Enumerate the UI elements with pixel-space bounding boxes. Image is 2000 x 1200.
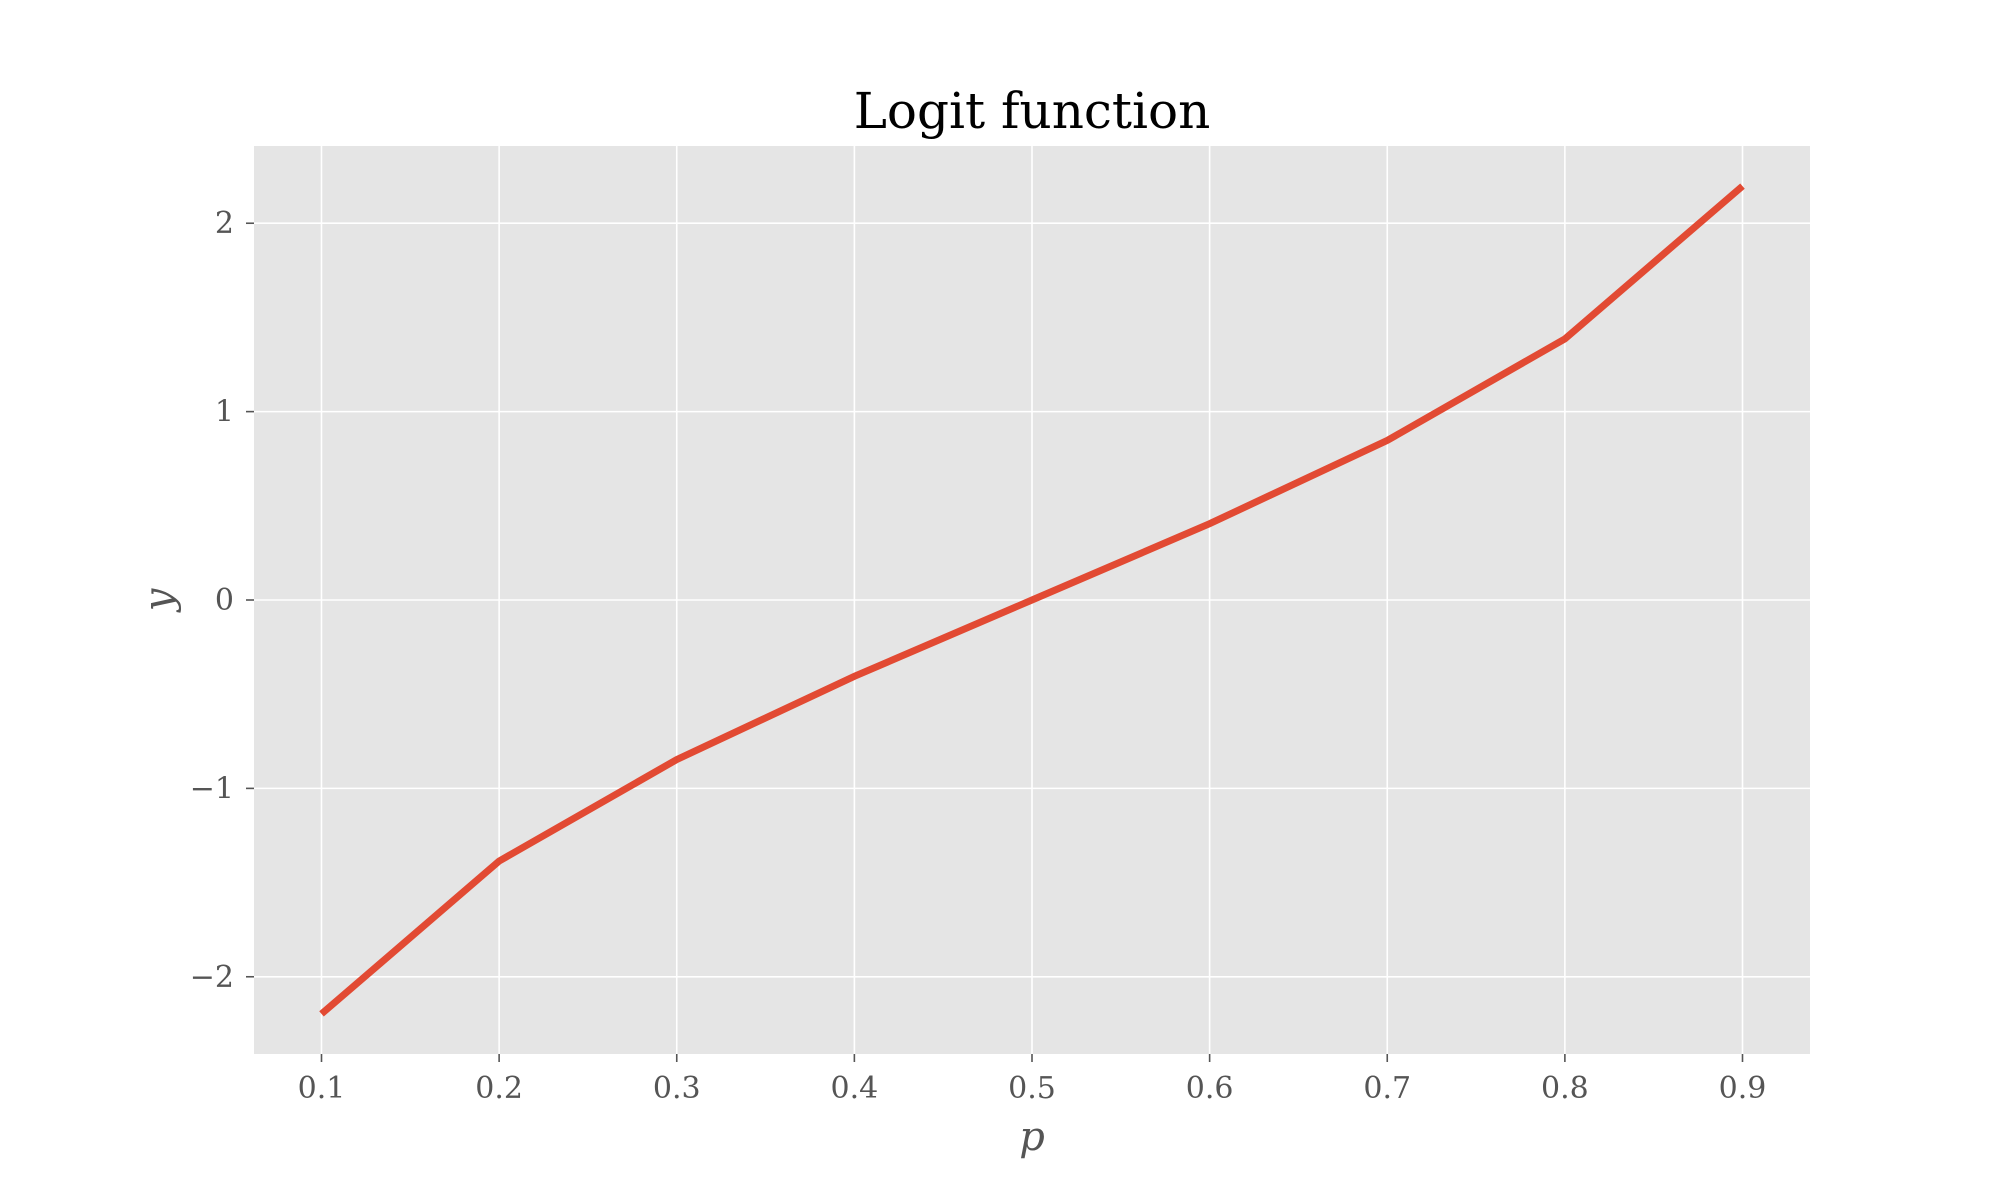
y-tick-label: 1 <box>215 395 234 430</box>
x-tick-label: 0.2 <box>475 1071 523 1106</box>
x-tick-label: 0.1 <box>298 1071 346 1106</box>
y-tick-label: 0 <box>215 583 234 618</box>
x-axis-label: p <box>1019 1114 1045 1160</box>
y-axis-label: y <box>136 587 182 613</box>
x-tick-label: 0.8 <box>1541 1071 1589 1106</box>
chart-title: Logit function <box>854 82 1211 140</box>
y-tick-label: 2 <box>215 206 234 241</box>
y-tick-label: −1 <box>190 771 234 806</box>
x-tick-label: 0.3 <box>653 1071 701 1106</box>
x-tick-label: 0.5 <box>1008 1071 1056 1106</box>
axis-ticks: 0.1 0.2 0.3 0.4 0.5 0.6 0.7 0.8 0.9 −2 −1 0 1 2 <box>190 206 1767 1106</box>
y-tick-label: −2 <box>190 960 234 995</box>
x-tick-label: 0.6 <box>1186 1071 1234 1106</box>
x-tick-label: 0.4 <box>831 1071 879 1106</box>
x-tick-label: 0.7 <box>1363 1071 1411 1106</box>
x-tick-label: 0.9 <box>1719 1071 1767 1106</box>
grid-lines <box>254 146 1810 1054</box>
series-layer <box>319 183 1745 1017</box>
